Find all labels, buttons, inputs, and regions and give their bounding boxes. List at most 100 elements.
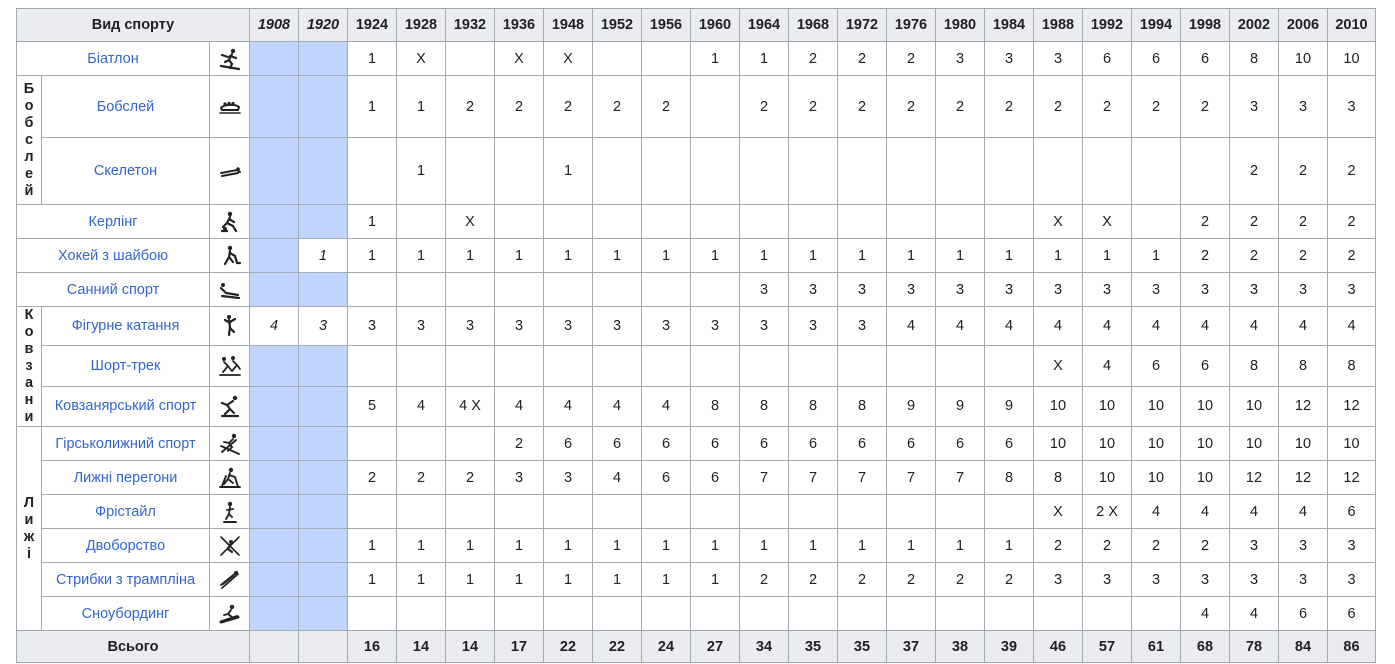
value-cell: 12 bbox=[1278, 385, 1328, 428]
value-cell: 10 bbox=[1180, 385, 1230, 428]
value-cell: 2 bbox=[1180, 75, 1230, 138]
total-cell: 27 bbox=[690, 630, 740, 663]
value-cell bbox=[886, 137, 936, 205]
value-cell: 2 bbox=[1278, 238, 1328, 273]
value-cell: 2 bbox=[886, 75, 936, 138]
sport-link[interactable]: Бобслей bbox=[96, 98, 155, 115]
sport-icon-cell bbox=[209, 460, 250, 495]
value-cell bbox=[543, 204, 593, 239]
value-cell: 2 bbox=[886, 41, 936, 76]
value-cell: 3 bbox=[1327, 272, 1376, 307]
sport-link[interactable]: Лижні перегони bbox=[73, 469, 178, 486]
value-cell: 6 bbox=[837, 426, 887, 461]
value-cell: 3 bbox=[1033, 272, 1083, 307]
sport-link[interactable]: Фрістайл bbox=[95, 503, 156, 520]
value-cell: 3 bbox=[984, 41, 1034, 76]
sport-link[interactable]: Гірськолижний спорт bbox=[55, 435, 196, 452]
value-cell bbox=[298, 137, 348, 205]
total-cell: 68 bbox=[1180, 630, 1230, 663]
biathlon-icon bbox=[219, 48, 240, 70]
value-cell: 3 bbox=[886, 272, 936, 307]
value-cell: 2 bbox=[1278, 137, 1328, 205]
value-cell: 4 bbox=[1278, 305, 1328, 347]
value-cell: 1 bbox=[445, 528, 495, 563]
sport-icon-cell bbox=[209, 345, 250, 387]
sport-link[interactable]: Стрибки з трампліна bbox=[55, 571, 196, 588]
sport-name-cell: Стрибки з трампліна bbox=[41, 562, 210, 597]
value-cell: 2 bbox=[592, 75, 642, 138]
value-cell: 10 bbox=[1180, 460, 1230, 495]
value-cell: 6 bbox=[690, 460, 740, 495]
sport-link[interactable]: Санний спорт bbox=[66, 281, 160, 298]
sport-icon-cell bbox=[209, 238, 250, 273]
value-cell: X bbox=[494, 41, 544, 76]
sport-link[interactable]: Фігурне катання bbox=[71, 318, 180, 335]
value-cell: 1 bbox=[494, 528, 544, 563]
sport-link[interactable]: Сноубординг bbox=[81, 605, 170, 622]
value-cell bbox=[690, 204, 740, 239]
value-cell: 1 bbox=[396, 238, 446, 273]
sport-icon-cell bbox=[209, 272, 250, 307]
value-cell bbox=[494, 596, 544, 631]
table-row: Стрибки з трампліна 1 1 1 1 1 1 1 1 2 2 2 2 2 2 3 3 3 3 3 3 3 bbox=[17, 562, 1376, 597]
sport-icon-cell bbox=[209, 494, 250, 529]
value-cell bbox=[935, 137, 985, 205]
value-cell bbox=[347, 596, 397, 631]
value-cell: 3 bbox=[690, 305, 740, 347]
sport-name-cell: Бобслей bbox=[41, 75, 210, 138]
value-cell: 10 bbox=[1327, 426, 1376, 461]
sport-link[interactable]: Двоборство bbox=[85, 537, 166, 554]
value-cell: X bbox=[1033, 345, 1083, 387]
total-cell: 61 bbox=[1131, 630, 1181, 663]
value-cell bbox=[298, 345, 348, 387]
sport-link[interactable]: Біатлон bbox=[87, 50, 139, 67]
total-cell: 38 bbox=[935, 630, 985, 663]
sport-link[interactable]: Скелетон bbox=[93, 163, 158, 179]
value-cell bbox=[347, 494, 397, 529]
value-cell: 2 bbox=[837, 41, 887, 76]
value-cell bbox=[298, 528, 348, 563]
value-cell bbox=[445, 41, 495, 76]
value-cell bbox=[298, 204, 348, 239]
value-cell: 2 bbox=[1033, 75, 1083, 138]
header-row: Вид спорту 1908 1920 1924 1928 1932 1936 1948 19… bbox=[16, 8, 1376, 42]
value-cell: 4 bbox=[1229, 494, 1279, 529]
year-header: 1924 bbox=[347, 8, 397, 42]
value-cell: 2 bbox=[543, 75, 593, 138]
value-cell bbox=[837, 596, 887, 631]
value-cell: 2 bbox=[396, 460, 446, 495]
sport-link[interactable]: Керлінг bbox=[88, 213, 138, 230]
value-cell: 10 bbox=[1327, 41, 1376, 76]
olympic-sports-table-container: Вид спорту 1908 1920 1924 1928 1932 1936 1948 19… bbox=[16, 8, 1376, 663]
table-row: Сноубординг 4 4 6 6 bbox=[17, 596, 1376, 631]
value-cell: 4 bbox=[543, 385, 593, 428]
value-cell: 1 bbox=[837, 238, 887, 273]
value-cell: 2 X bbox=[1082, 494, 1132, 529]
value-cell: 1 bbox=[347, 75, 397, 138]
value-cell: 2 bbox=[1327, 238, 1376, 273]
table-row: Керлінг 1 X X X 2 2 2 2 bbox=[16, 204, 1376, 239]
sport-link[interactable]: Шорт-трек bbox=[90, 357, 161, 374]
value-cell: 4 bbox=[1229, 305, 1279, 347]
value-cell: 1 bbox=[641, 528, 691, 563]
value-cell bbox=[249, 75, 299, 138]
value-cell: 10 bbox=[1033, 426, 1083, 461]
value-cell: 10 bbox=[1180, 426, 1230, 461]
value-cell bbox=[690, 75, 740, 138]
value-cell: 10 bbox=[1082, 385, 1132, 428]
year-header: 2006 bbox=[1278, 8, 1328, 42]
value-cell bbox=[641, 204, 691, 239]
value-cell: 3 bbox=[1278, 562, 1328, 597]
value-cell bbox=[984, 204, 1034, 239]
value-cell: 7 bbox=[886, 460, 936, 495]
value-cell bbox=[249, 204, 299, 239]
value-cell bbox=[249, 41, 299, 76]
value-cell bbox=[690, 494, 740, 529]
sport-link[interactable]: Ковзанярський спорт bbox=[54, 398, 197, 415]
sport-name-cell: Гірськолижний спорт bbox=[41, 426, 210, 461]
value-cell bbox=[249, 528, 299, 563]
value-cell: 1 bbox=[298, 238, 348, 273]
value-cell: 6 bbox=[641, 460, 691, 495]
value-cell: 1 bbox=[1033, 238, 1083, 273]
sport-link[interactable]: Хокей з шайбою bbox=[58, 247, 168, 264]
